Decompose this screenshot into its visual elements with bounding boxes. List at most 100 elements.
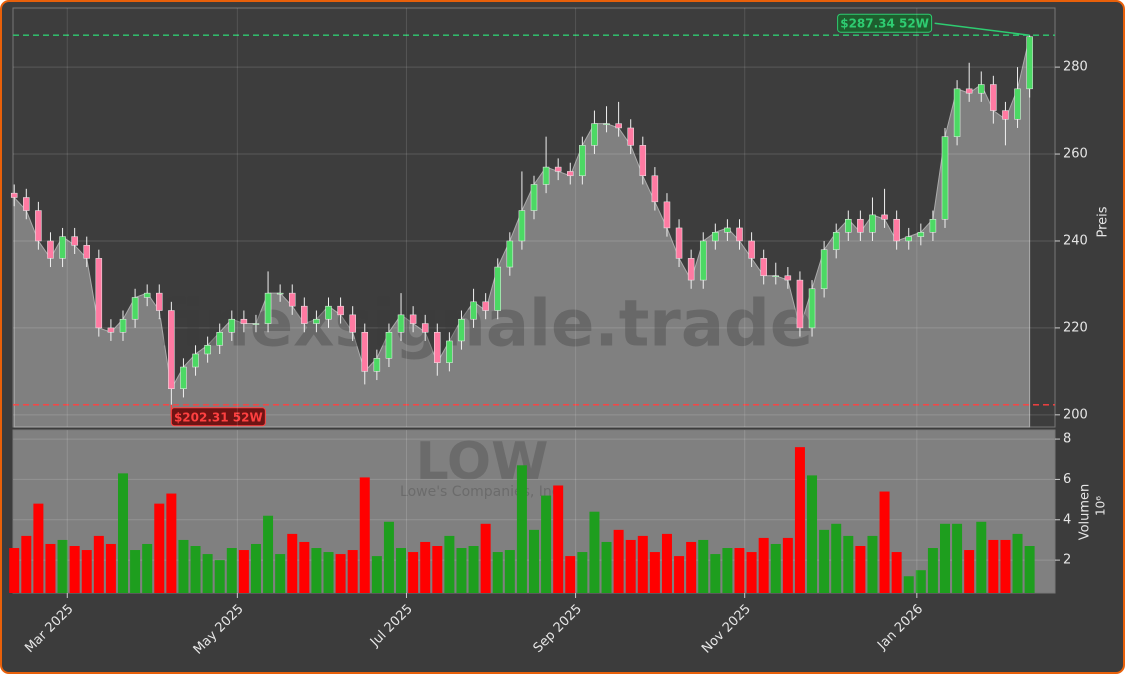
volume-bar [577,552,588,593]
candle-body [724,227,731,233]
candle-body [760,258,767,276]
volume-bar [541,495,552,593]
candle-body [784,275,792,281]
volume-bar [396,548,407,593]
volume-bar [238,550,249,593]
candle-body [965,88,973,94]
volume-bar [649,552,660,593]
volume-bar [734,548,745,593]
volume-bar [1000,539,1011,593]
candle-body [953,88,961,137]
y-tick-label: 4 [1063,512,1071,527]
candle-body [301,305,308,324]
candle-body [917,232,925,237]
volume-bar [468,545,479,593]
volume-bar [698,539,709,593]
candle-body [651,175,659,203]
candle-body [579,145,586,177]
volume-bar [613,529,624,593]
candle-body [313,318,320,324]
candle-body [518,210,526,242]
candle-body [59,236,66,259]
volume-bar [105,543,116,593]
volume-bar [867,535,878,593]
candle-body [530,184,538,211]
volume-bar [118,473,129,593]
candle-body [409,314,417,324]
annotation-arrow [934,22,1030,36]
company-watermark: Lowe's Companies, Inc. [400,484,564,500]
candle-body [470,301,477,320]
candle-body [857,218,864,233]
candle-body [820,249,828,290]
candle-body [143,292,151,298]
candle-body [796,279,804,329]
volume-bar [565,556,576,593]
volume-bar [601,541,612,593]
volume-bar [831,523,842,593]
volume-bar [1024,545,1035,593]
candle-body [881,214,888,220]
volume-bar [214,560,225,593]
candle-body [748,240,755,259]
candle-body [482,301,489,311]
volume-bar [456,548,467,593]
volume-bar [927,548,938,593]
volume-bar [952,523,963,593]
y-tick-label: 280 [1063,60,1088,75]
volume-bar [420,541,431,593]
volume-bar [57,539,68,593]
volume-bar [1012,533,1023,593]
candle-body [10,192,18,198]
volume-bar [843,535,854,593]
volume-bar [976,521,987,593]
candle-body [542,166,550,185]
candle-body [204,345,211,355]
candle-body [349,314,356,333]
volume-bar [794,447,805,593]
y-tick-label: 2 [1063,553,1071,568]
volume-bar [589,511,600,593]
volume-bar [746,552,757,593]
y-tick-label: 8 [1063,432,1071,447]
candle-body [397,314,405,333]
candle-body [1002,110,1009,120]
candle-body [699,240,707,281]
candle-body [131,297,139,320]
volume-bar [323,552,334,593]
candle-body [905,236,912,242]
volume-bar [275,554,286,593]
volume-bar [988,539,999,593]
volume-bar [444,535,455,593]
volume-bar [45,543,56,593]
volume-bar [202,554,213,593]
y-axis-label: Volumen [1078,484,1093,541]
candle-body [1026,36,1033,90]
volume-bar [625,539,636,593]
volume-bar [855,545,866,593]
candle-body [591,123,598,146]
volume-bar [964,550,975,593]
candle-body [603,123,610,125]
volume-bar [93,535,104,593]
volume-bar [250,543,261,593]
candle-body [434,331,441,363]
candle-body [83,245,90,259]
volume-bar [770,543,781,593]
volume-bar [166,493,177,593]
volume-bar [81,550,92,593]
candle-body [554,166,562,172]
candle-body [845,218,852,233]
candle-body [216,331,223,346]
candle-body [276,292,284,295]
volume-bar [492,552,503,593]
candle-body [192,353,199,368]
volume-bar [226,548,237,593]
volume-bar [347,550,358,593]
volume-bar [553,485,564,593]
y-tick-label: 260 [1063,147,1088,162]
candle-body [47,240,54,259]
candle-body [168,310,175,390]
volume-bar [311,548,322,593]
